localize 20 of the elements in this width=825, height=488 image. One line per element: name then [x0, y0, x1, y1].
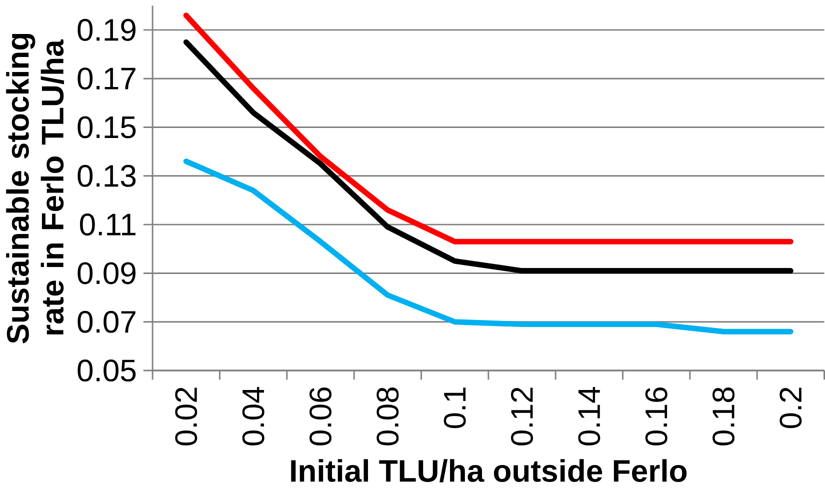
x-tick-label: 0.06: [309, 387, 332, 446]
y-axis-title: Sustainable stocking rate in Ferlo TLU/ha: [6, 34, 64, 344]
y-tick-label: 0.13: [78, 164, 136, 187]
x-axis-title: Initial TLU/ha outside Ferlo: [291, 458, 687, 482]
x-tick-label: 0.08: [376, 387, 399, 446]
x-tick-label: 0.16: [645, 387, 668, 446]
x-tick-label: 0.1: [444, 387, 466, 428]
y-tick-label: 0.17: [78, 67, 136, 90]
x-tick-label: 0.14: [578, 386, 600, 446]
x-tick-label: 0.04: [242, 386, 264, 446]
x-tick-label: 0.18: [712, 387, 735, 446]
y-tick-label: 0.19: [78, 18, 136, 41]
y-tick-label: 0.07: [78, 310, 136, 333]
y-tick-label: 0.05: [78, 359, 136, 382]
y-tick-label: 0.15: [78, 116, 136, 138]
x-tick-label: 0.2: [780, 388, 802, 428]
y-tick-label: 0.09: [78, 262, 136, 284]
y-tick-label: 0.11: [80, 213, 136, 236]
x-tick-label: 0.02: [175, 388, 198, 446]
x-tick-label: 0.12: [510, 388, 534, 446]
